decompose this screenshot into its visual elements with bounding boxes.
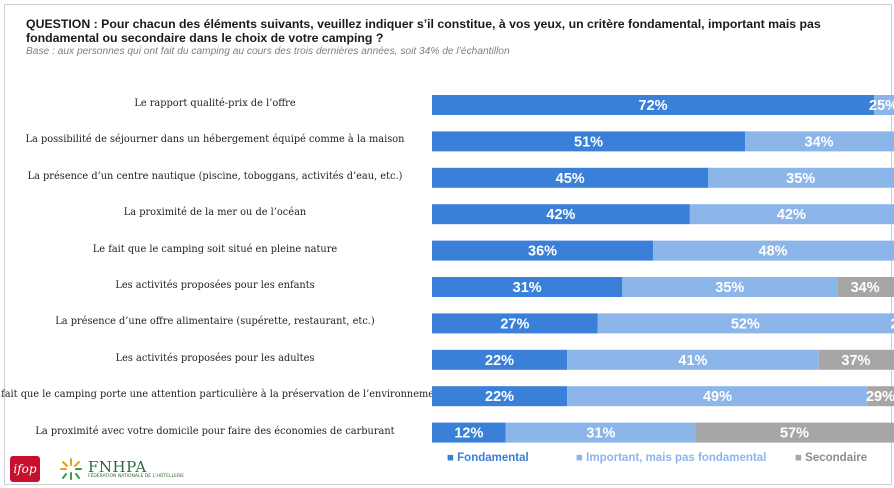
legend-swatch-icon: ■ (795, 452, 806, 464)
category-label: Les activités proposées pour les adultes (115, 352, 315, 364)
data-label: 37% (841, 353, 870, 369)
question-title: QUESTION : Pour chacun des éléments suiv… (26, 17, 821, 45)
ifop-logo: ifop (10, 456, 40, 482)
category-label: La proximité avec votre domicile pour fa… (35, 425, 395, 437)
data-label: 31% (586, 426, 615, 442)
fnhpa-emblem-icon (60, 458, 82, 480)
bar-segment-fondamental (432, 386, 568, 407)
legend-label: Secondaire (805, 452, 868, 464)
data-label: 22% (485, 389, 514, 405)
legend-swatch-icon: ■ (447, 452, 458, 464)
data-label: 51% (574, 134, 603, 150)
data-label: 49% (703, 389, 732, 405)
data-label: 27% (500, 316, 529, 332)
data-label: 72% (639, 98, 668, 114)
category-label: Le fait que le camping porte une attenti… (0, 389, 445, 401)
category-label: Les activités proposées pour les enfants (115, 280, 315, 291)
bar-segment-secondaire (696, 422, 894, 443)
data-label: 22% (485, 353, 514, 369)
bar-segment-important-mais-pas-fondamental (745, 131, 894, 152)
category-label: La présence d’un centre nautique (piscin… (27, 170, 403, 182)
legend-swatch-icon: ■ (576, 452, 587, 464)
bar-segment-important-mais-pas-fondamental (622, 277, 838, 297)
fnhpa-logo-text: FNHPA (88, 457, 147, 476)
data-label: 41% (678, 353, 707, 369)
bar-segment-important-mais-pas-fondamental (597, 313, 894, 334)
data-label: 31% (513, 280, 542, 296)
bar-segment-fondamental (432, 349, 568, 370)
bar-segment-secondaire (818, 349, 894, 370)
bar-segment-fondamental (432, 95, 875, 115)
legend-item: ■ Fondamental (447, 452, 529, 464)
footer-logos: ifop FNHPA FÉDÉRATION NATIONALE DE L’HÔT… (10, 456, 184, 482)
data-label: 42% (777, 207, 806, 223)
category-label: La proximité de la mer ou de l’océan (123, 207, 307, 219)
bar-segment-fondamental (432, 240, 654, 261)
bar-segment-fondamental (432, 422, 506, 443)
category-label: Le fait que le camping soit situé en ple… (92, 243, 338, 255)
bar-segment-important-mais-pas-fondamental (689, 204, 894, 225)
data-label: 29% (866, 389, 894, 405)
bar-segment-fondamental (432, 204, 690, 225)
ifop-logo-text: ifop (13, 462, 37, 476)
bar-segment-fondamental (432, 131, 746, 152)
data-label: 52% (731, 316, 760, 332)
bar-segment-important-mais-pas-fondamental (505, 422, 697, 443)
data-label: 35% (715, 280, 744, 296)
data-label: 35% (786, 171, 815, 187)
bar-segment-fondamental (432, 313, 598, 334)
bar-segment-important-mais-pas-fondamental (708, 167, 894, 188)
bar-segment-important-mais-pas-fondamental (874, 95, 894, 115)
legend-label: Important, mais pas fondamental (586, 452, 767, 464)
data-label: 36% (528, 244, 557, 260)
bar-segment-secondaire (837, 277, 894, 297)
legend-item: ■ Important, mais pas fondamental (576, 452, 766, 464)
data-label: 48% (759, 244, 788, 260)
category-label: La possibilité de séjourner dans un hébe… (25, 134, 405, 146)
bar-segment-secondaire (867, 386, 894, 407)
bar-segment-important-mais-pas-fondamental (653, 240, 894, 261)
sample-base-note: Base : aux personnes qui ont fait du cam… (26, 46, 510, 57)
fnhpa-logo: FNHPA FÉDÉRATION NATIONALE DE L’HÔTELLER… (58, 456, 184, 482)
legend-item: ■ Secondaire (795, 452, 867, 464)
data-label: 21% (891, 316, 894, 332)
data-label: 57% (780, 426, 809, 442)
data-label: 42% (546, 207, 575, 223)
bar-segment-important-mais-pas-fondamental (567, 386, 868, 407)
data-label: 34% (851, 280, 880, 296)
data-label: 45% (556, 171, 585, 187)
category-label: Le rapport qualité-prix de l’offre (134, 98, 296, 109)
data-label: 12% (454, 426, 483, 442)
fnhpa-logo-subtitle: FÉDÉRATION NATIONALE DE L’HÔTELLERIE (88, 473, 185, 479)
legend-label: Fondamental (457, 452, 529, 464)
category-label: La présence d’une offre alimentaire (sup… (55, 316, 375, 328)
bar-segment-fondamental (432, 167, 709, 188)
data-label: 34% (805, 134, 834, 150)
data-label: 25% (869, 98, 894, 114)
bar-segment-fondamental (432, 277, 623, 297)
bar-segment-important-mais-pas-fondamental (567, 349, 819, 370)
